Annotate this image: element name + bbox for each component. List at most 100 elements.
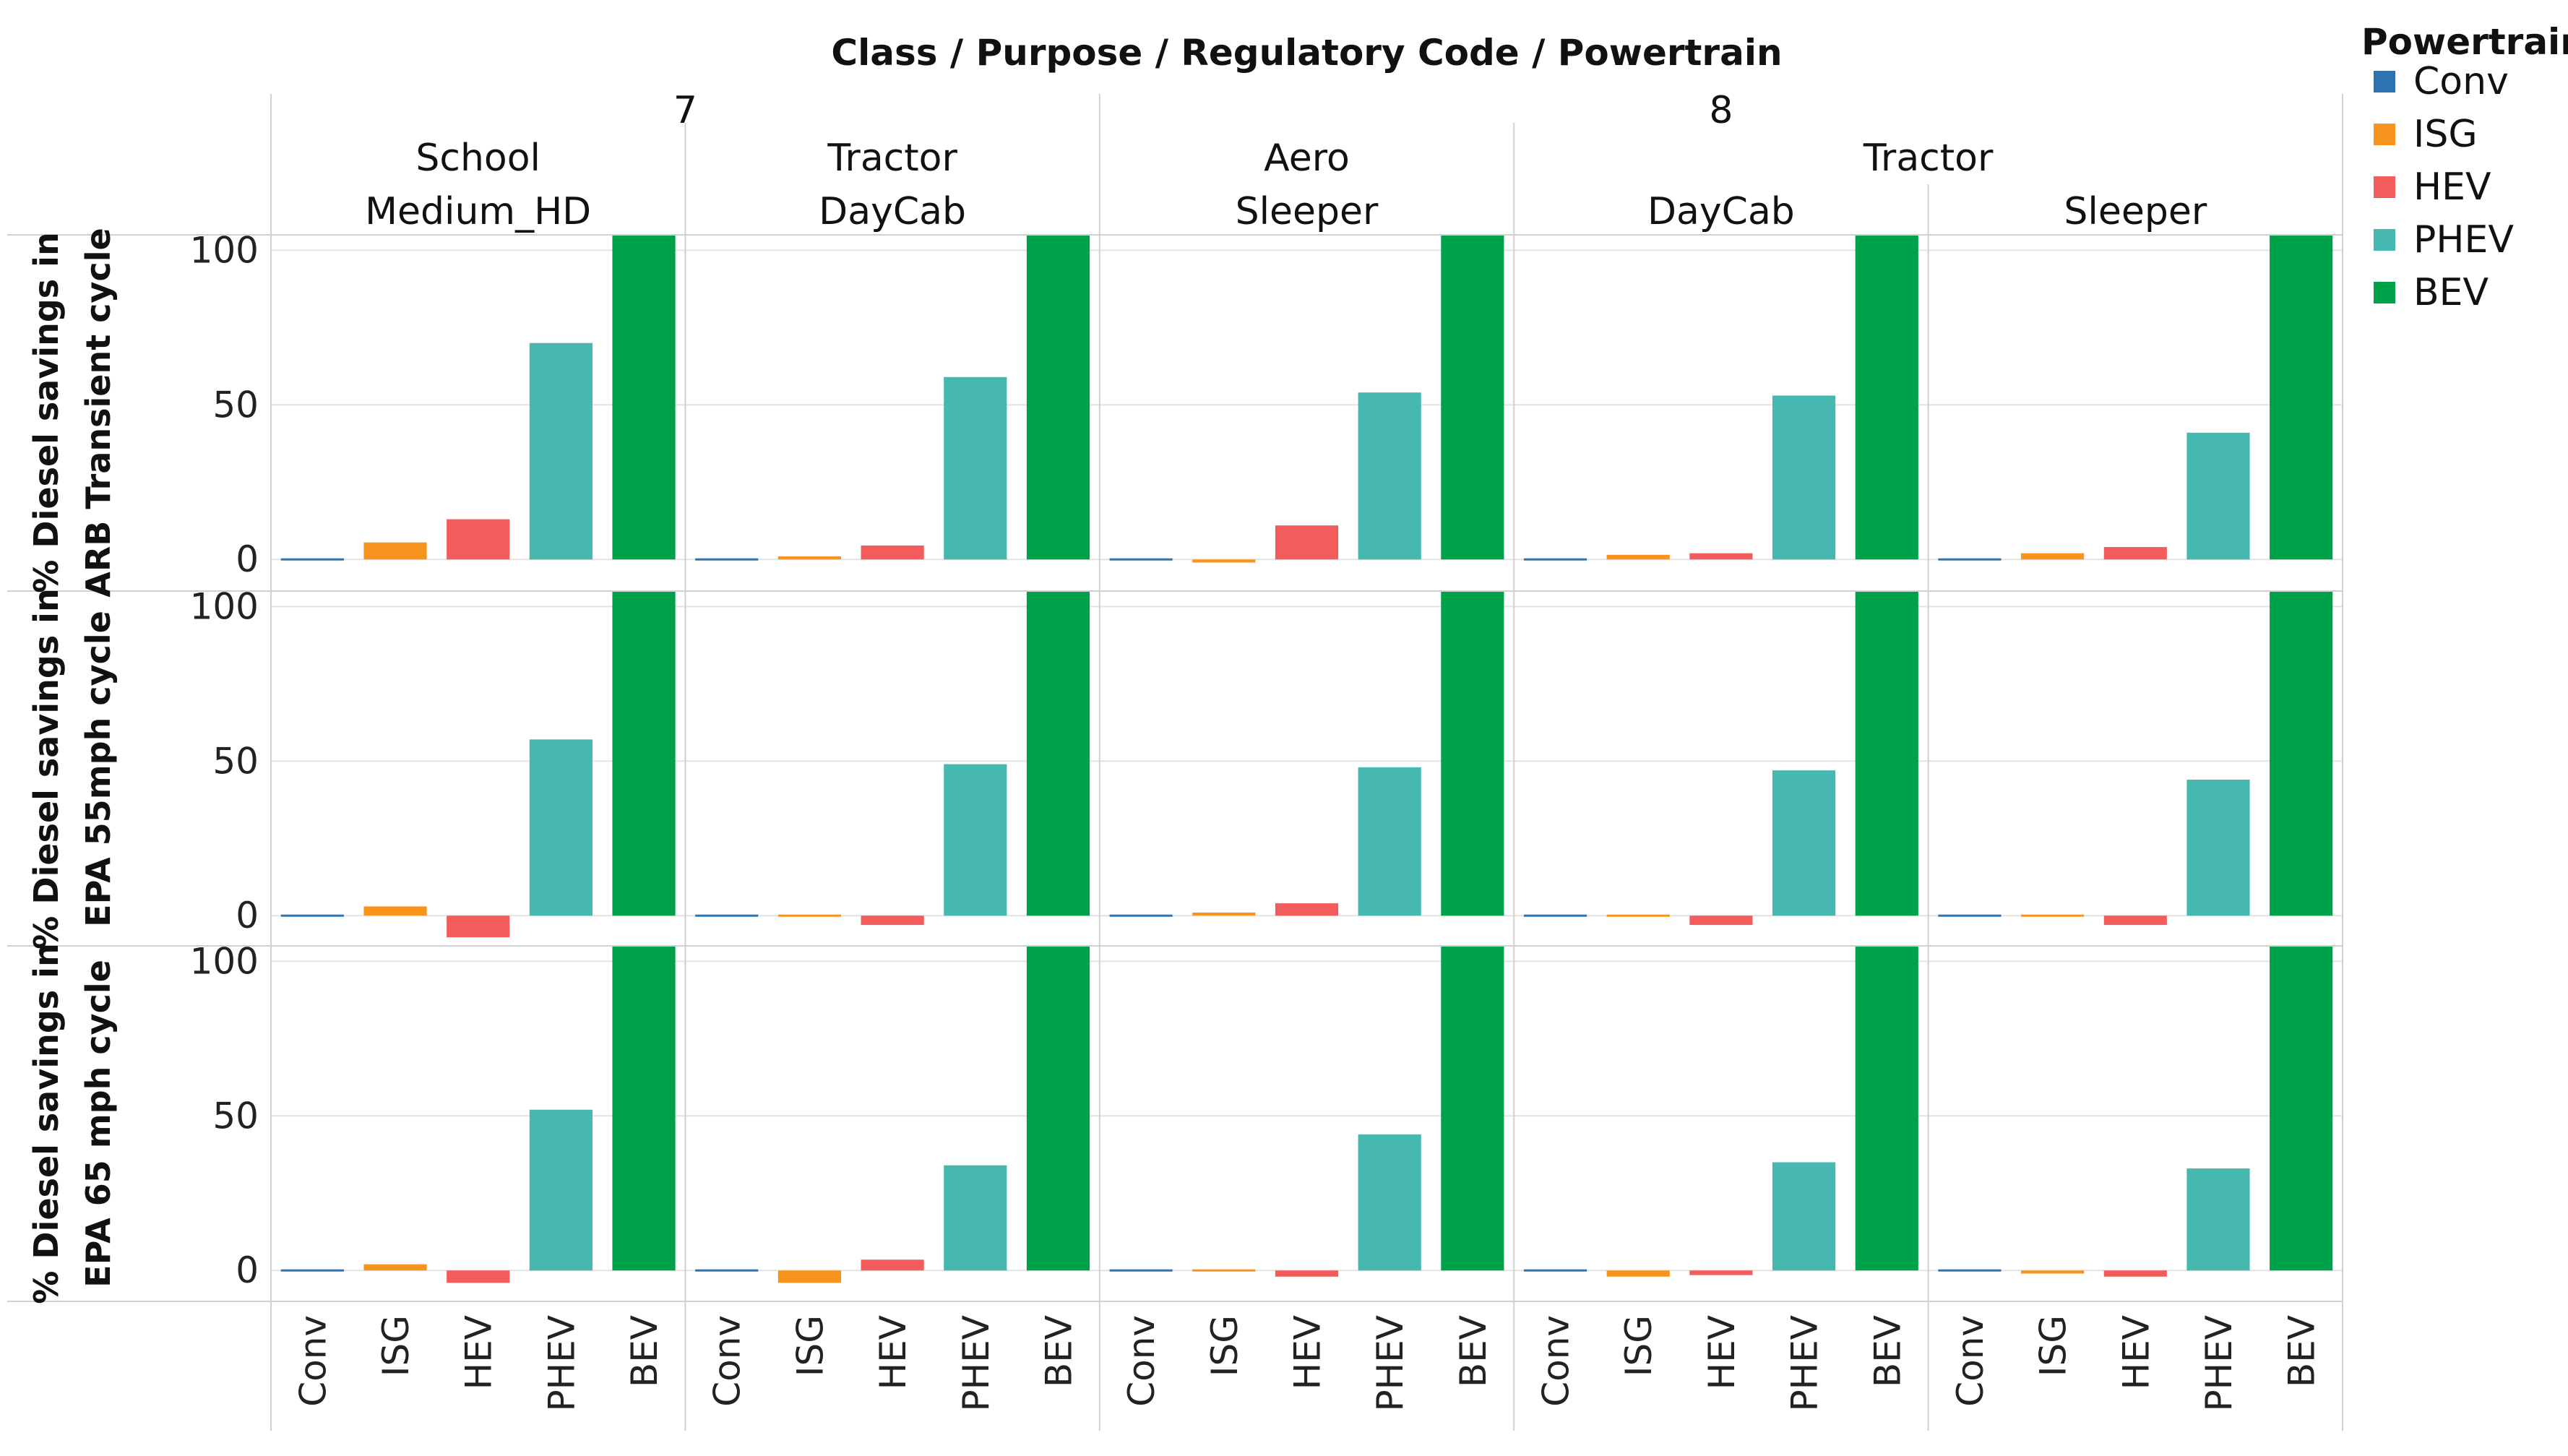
bar-row2-col2-isg — [1192, 1269, 1256, 1272]
bar-row1-col4-phev — [2186, 779, 2250, 916]
bar-row1-col3-hev — [1689, 916, 1753, 926]
bar-row0-col2-hev — [1275, 525, 1339, 560]
bar-row2-col0-hev — [447, 1270, 510, 1283]
xcat-col2-hev: HEV — [1287, 1315, 1329, 1390]
ylabel-row1-line1: % Diesel savings in — [27, 588, 66, 949]
bar-row2-col2-bev — [1441, 946, 1504, 1271]
bar-row2-col4-bev — [2270, 946, 2333, 1271]
bar-row0-col4-conv — [1938, 558, 2002, 561]
bar-row1-col4-conv — [1938, 914, 2002, 917]
legend-swatch-conv — [2374, 71, 2395, 92]
xcat-col0-bev: BEV — [624, 1315, 665, 1387]
ylabel-row2-line2: EPA 65 mph cycle — [79, 960, 118, 1288]
xcat-col2-isg: ISG — [1204, 1315, 1246, 1377]
bar-row1-col1-phev — [944, 764, 1007, 916]
legend-swatch-bev — [2374, 282, 2395, 303]
xcat-col4-phev: PHEV — [2198, 1315, 2240, 1412]
bar-row1-col1-hev — [861, 916, 924, 926]
bar-row2-col1-hev — [861, 1259, 924, 1271]
xcat-col1-bev: BEV — [1038, 1315, 1080, 1387]
bar-row1-col2-bev — [1441, 591, 1504, 916]
bar-row2-col1-bev — [1026, 946, 1090, 1271]
bar-row1-col0-conv — [280, 914, 344, 917]
bar-row0-col4-isg — [2021, 553, 2085, 560]
bar-row0-col2-conv — [1109, 558, 1173, 561]
purpose-label-3: Tractor — [1863, 137, 1994, 180]
xcat-col4-hev: HEV — [2115, 1315, 2157, 1390]
bar-row0-col0-phev — [529, 343, 593, 560]
bar-row1-col4-isg — [2021, 914, 2085, 917]
bar-row1-col0-bev — [612, 591, 676, 916]
bar-row0-col4-bev — [2270, 235, 2333, 560]
bar-row1-col2-isg — [1192, 912, 1256, 916]
bar-row0-col0-hev — [447, 519, 510, 560]
regcode-label-0: Medium_HD — [365, 190, 591, 233]
xcat-col3-conv: Conv — [1535, 1315, 1577, 1407]
bar-row1-col3-phev — [1772, 770, 1836, 916]
bar-row2-col0-conv — [280, 1269, 344, 1272]
class-label-8: 8 — [1709, 89, 1733, 132]
bar-row0-col1-bev — [1026, 235, 1090, 560]
legend-label-hev: HEV — [2413, 165, 2491, 209]
xcat-col2-bev: BEV — [1452, 1315, 1494, 1387]
xcat-col0-isg: ISG — [375, 1315, 417, 1377]
xcat-col4-conv: Conv — [1949, 1315, 1991, 1407]
xcat-col3-bev: BEV — [1866, 1315, 1908, 1387]
bar-row0-col0-conv — [280, 558, 344, 561]
bar-row1-col1-isg — [777, 914, 841, 917]
xcat-col2-conv: Conv — [1121, 1315, 1163, 1407]
bar-row2-col2-conv — [1109, 1269, 1173, 1272]
xcat-col1-phev: PHEV — [955, 1315, 997, 1412]
ytick-row2-0: 0 — [236, 1249, 259, 1291]
bar-row1-col2-hev — [1275, 903, 1339, 916]
bar-row0-col4-hev — [2103, 547, 2167, 560]
regcode-label-1: DayCab — [819, 190, 966, 233]
bar-row1-col4-hev — [2103, 916, 2167, 926]
bar-row2-col4-conv — [1938, 1269, 2002, 1272]
bar-row2-col1-isg — [777, 1270, 841, 1283]
bar-row1-col4-bev — [2270, 591, 2333, 916]
bar-row2-col0-phev — [529, 1109, 593, 1271]
bar-row2-col4-phev — [2186, 1168, 2250, 1271]
bar-row0-col1-hev — [861, 545, 924, 560]
purpose-label-0: School — [415, 137, 540, 180]
bar-row2-col3-conv — [1523, 1269, 1587, 1272]
legend-swatch-phev — [2374, 229, 2395, 251]
bar-row1-col1-bev — [1026, 591, 1090, 916]
legend-swatch-isg — [2374, 124, 2395, 145]
ytick-row2-100: 100 — [190, 940, 259, 982]
ylabel-row0-line2: ARB Transient cycle — [79, 228, 118, 597]
legend-label-bev: BEV — [2413, 271, 2489, 314]
bar-row0-col3-bev — [1855, 235, 1918, 560]
bar-row1-col3-bev — [1855, 591, 1918, 916]
xcat-col0-conv: Conv — [292, 1315, 334, 1407]
xcat-col4-isg: ISG — [2033, 1315, 2074, 1377]
xcat-col3-hev: HEV — [1701, 1315, 1743, 1390]
bar-row0-col2-bev — [1441, 235, 1504, 560]
ytick-row1-50: 50 — [212, 740, 259, 782]
bar-row0-col3-isg — [1606, 554, 1670, 560]
bar-row2-col0-isg — [363, 1264, 427, 1271]
legend-label-phev: PHEV — [2413, 218, 2514, 262]
bar-row2-col4-isg — [2021, 1270, 2085, 1274]
bar-row0-col0-bev — [612, 235, 676, 560]
xcat-col3-phev: PHEV — [1784, 1315, 1826, 1412]
xcat-col0-phev: PHEV — [540, 1315, 582, 1412]
bar-row2-col1-phev — [944, 1165, 1007, 1271]
bar-row2-col1-conv — [695, 1269, 759, 1272]
bar-row1-col2-phev — [1358, 767, 1421, 916]
bar-row0-col3-conv — [1523, 558, 1587, 561]
xcat-col1-isg: ISG — [789, 1315, 831, 1377]
bar-row0-col1-phev — [944, 376, 1007, 560]
xcat-col1-conv: Conv — [707, 1315, 749, 1407]
bar-row0-col1-isg — [777, 556, 841, 560]
bar-row1-col0-hev — [447, 916, 510, 938]
bar-row0-col2-phev — [1358, 392, 1421, 560]
bar-row1-col3-conv — [1523, 914, 1587, 917]
ytick-row1-0: 0 — [236, 895, 259, 936]
ytick-row0-50: 50 — [212, 384, 259, 426]
regcode-label-3: DayCab — [1647, 190, 1795, 233]
xcat-col3-isg: ISG — [1618, 1315, 1660, 1377]
